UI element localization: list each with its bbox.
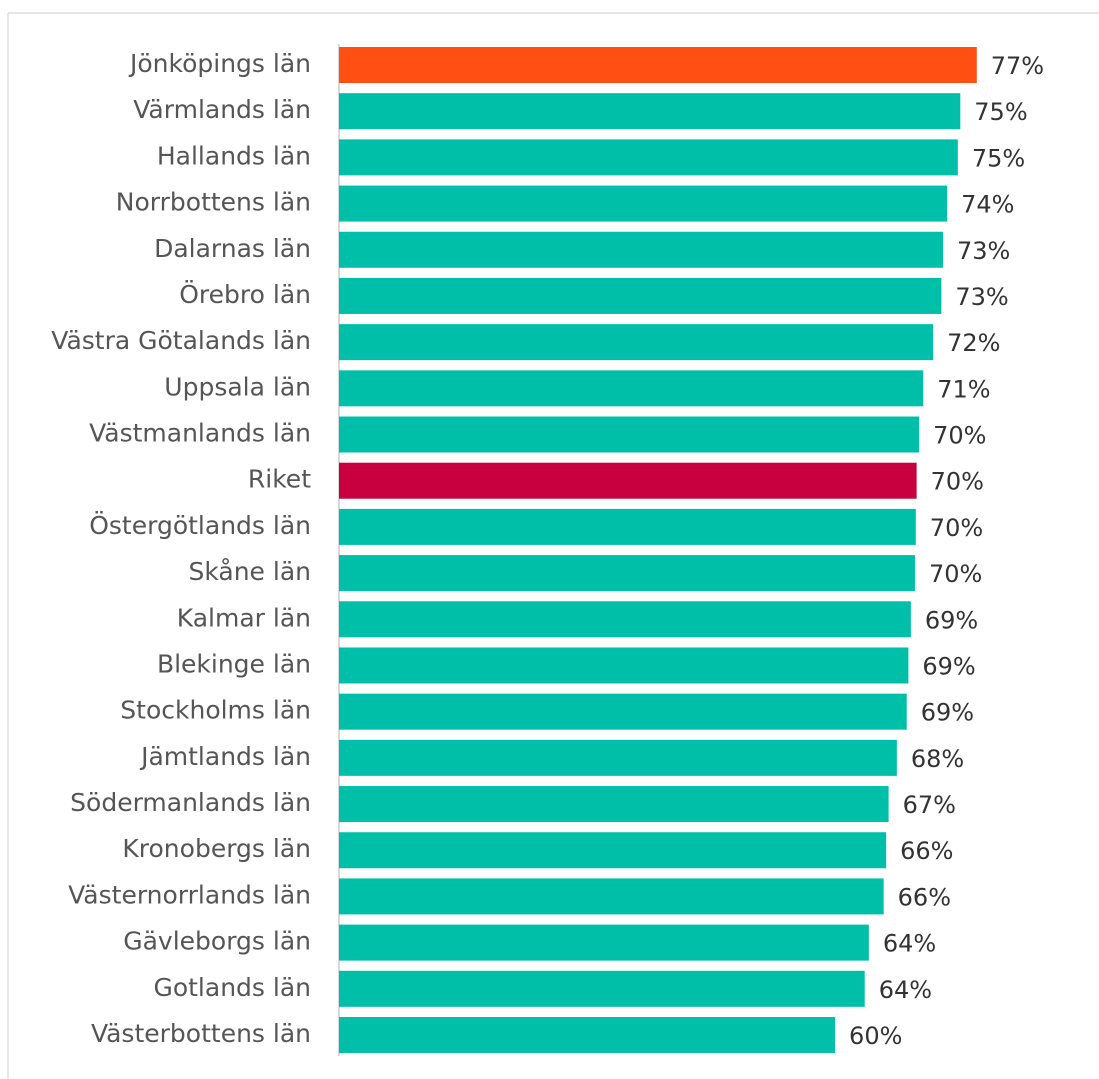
category-label: Dalarnas län: [154, 234, 311, 263]
value-label: 77%: [991, 52, 1044, 80]
bar: [339, 555, 915, 592]
bar: [339, 601, 911, 638]
value-label: 70%: [933, 422, 986, 450]
category-label: Kalmar län: [177, 603, 311, 632]
bar: [339, 647, 909, 684]
bar: [339, 832, 887, 869]
value-label: 60%: [849, 1022, 902, 1050]
bar: [339, 739, 897, 776]
bar: [339, 693, 907, 730]
bar: [339, 370, 924, 407]
value-label: 64%: [883, 930, 936, 958]
value-label: 69%: [925, 606, 978, 634]
bar: [339, 970, 865, 1007]
bar: [339, 185, 948, 222]
value-label: 68%: [911, 745, 964, 773]
category-label: Hallands län: [157, 141, 311, 170]
value-label: 66%: [900, 837, 953, 865]
category-label: Västmanlands län: [89, 419, 311, 448]
value-label: 69%: [922, 652, 975, 680]
category-label: Västernorrlands län: [68, 880, 311, 909]
category-label: Skåne län: [188, 557, 311, 586]
category-label: Jämtlands län: [139, 742, 311, 771]
category-label: Västra Götalands län: [51, 326, 311, 355]
bar: [339, 93, 961, 130]
category-label: Jönköpings län: [128, 49, 311, 78]
value-label: 75%: [974, 98, 1027, 126]
bar: [339, 786, 889, 823]
bar: [339, 878, 884, 915]
category-label: Värmlands län: [133, 95, 311, 124]
category-label: Västerbottens län: [91, 1019, 311, 1048]
category-label: Gävleborgs län: [123, 927, 311, 956]
value-label: 64%: [879, 976, 932, 1004]
bar: [339, 1017, 836, 1053]
value-label: 70%: [931, 468, 984, 496]
value-label: 71%: [937, 375, 990, 403]
bar: [339, 277, 942, 314]
value-label: 74%: [961, 191, 1014, 219]
bar: [339, 508, 916, 545]
bar: [339, 924, 869, 961]
category-label: Blekinge län: [157, 649, 311, 678]
value-label: 69%: [921, 699, 974, 727]
category-label: Stockholms län: [120, 696, 311, 725]
value-label: 66%: [898, 883, 951, 911]
value-label: 72%: [947, 329, 1000, 357]
value-label: 73%: [955, 283, 1008, 311]
category-label: Norrbottens län: [116, 188, 311, 217]
category-label: Östergötlands län: [89, 511, 311, 540]
value-label: 75%: [972, 144, 1025, 172]
bar: [339, 462, 917, 499]
value-label: 73%: [957, 237, 1010, 265]
bar: [339, 324, 934, 361]
category-label: Örebro län: [179, 280, 311, 309]
category-label: Kronobergs län: [122, 834, 311, 863]
category-label: Riket: [248, 465, 311, 494]
bar: [339, 231, 943, 268]
category-label: Södermanlands län: [70, 788, 311, 817]
value-label: 70%: [929, 560, 982, 588]
bar: [339, 47, 977, 83]
bar: [339, 416, 920, 453]
category-label: Uppsala län: [164, 372, 311, 401]
category-label: Gotlands län: [153, 973, 311, 1002]
value-label: 70%: [930, 514, 983, 542]
bar: [339, 139, 958, 176]
value-label: 67%: [903, 791, 956, 819]
